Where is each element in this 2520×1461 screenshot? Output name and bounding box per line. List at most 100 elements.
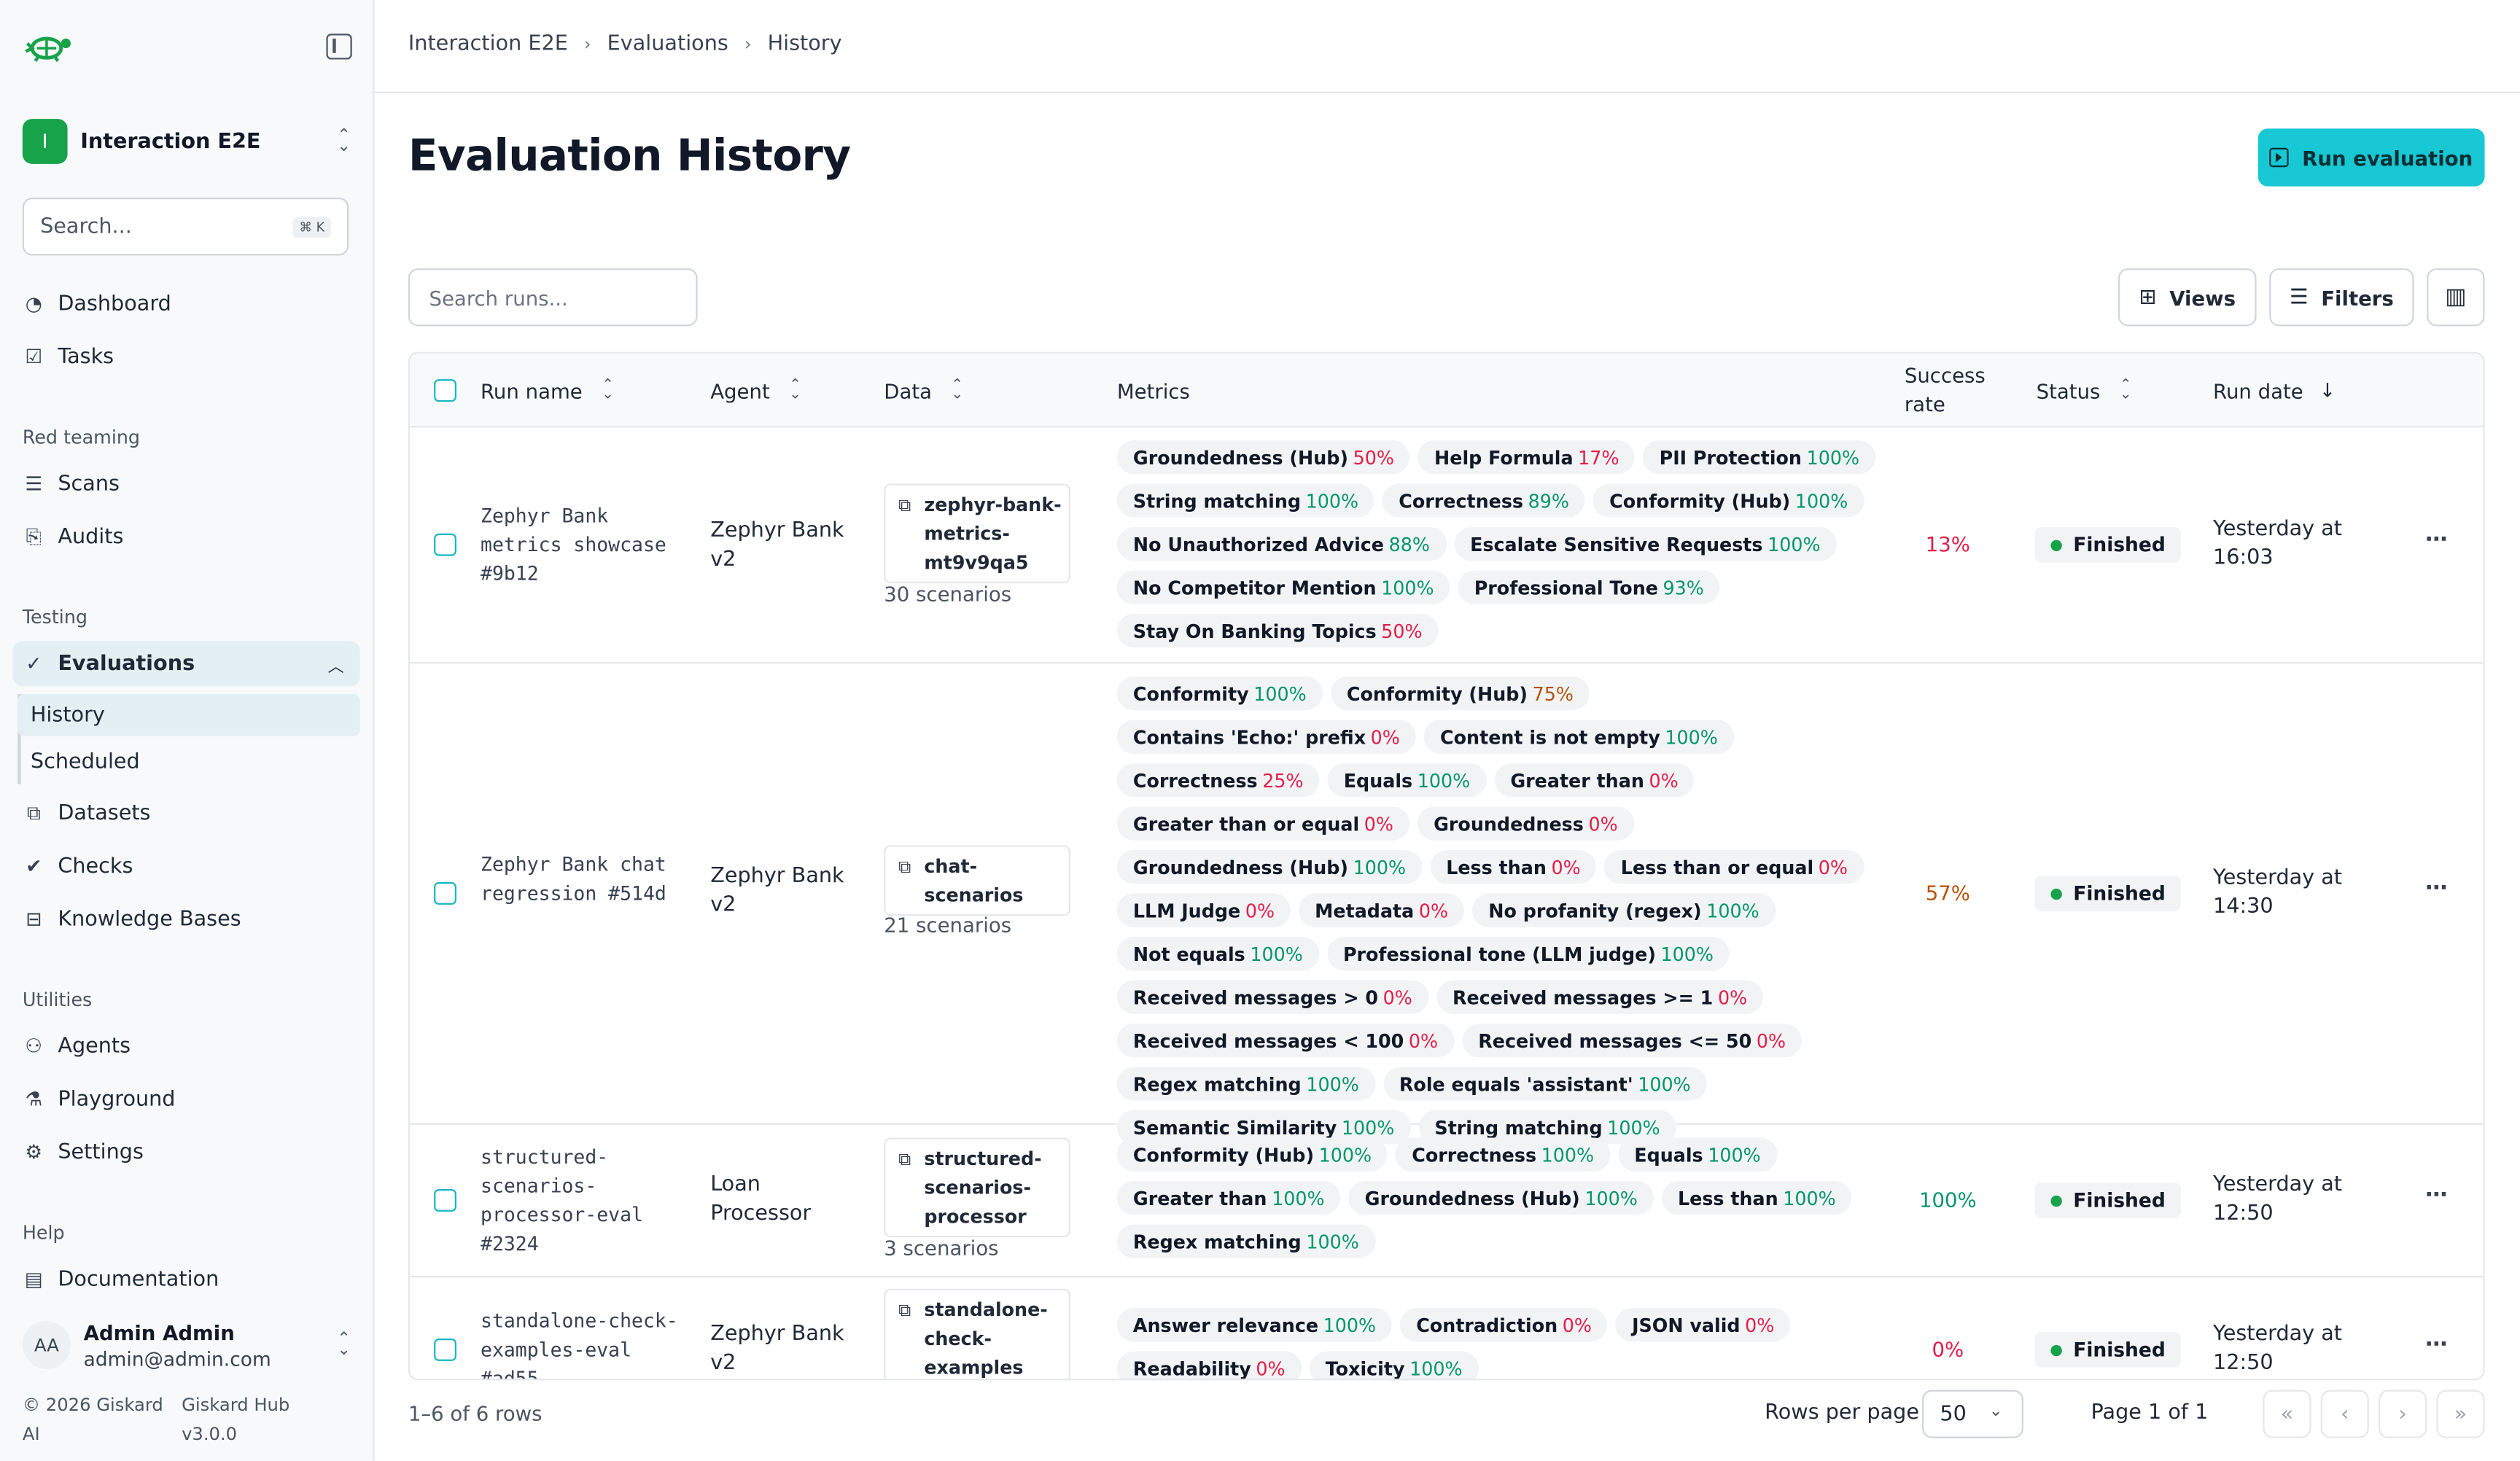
rows-per-page-select[interactable]: 50 ⌄ [1922,1390,2023,1438]
sidebar-search-placeholder: Search... [40,214,132,239]
metric-chip: Answer relevance 100% [1116,1308,1393,1342]
metric-name: String matching [1434,1115,1603,1139]
row-checkbox[interactable] [434,882,456,905]
metric-name: No Competitor Mention [1132,576,1377,599]
run-name[interactable]: standalone-check-examples-eval #ad55 [481,1309,678,1381]
sidebar-collapse-icon[interactable] [326,34,352,60]
metric-chip: Equals 100% [1327,763,1487,798]
sidebar-item-tasks[interactable]: ☑ Tasks [13,334,360,379]
metric-name: Metadata [1315,899,1415,922]
metric-name: Conformity [1132,682,1249,705]
metrics-list: Conformity (Hub) 100% Correctness 100% Equal… [1116,1137,1889,1258]
metrics-list: Answer relevance 100% Contradiction 0% JSON … [1116,1308,1889,1380]
status-dot [2050,1194,2062,1207]
run-evaluation-label: Run evaluation [2302,145,2473,170]
dataset-link[interactable]: ⧉ zephyr-bank-metrics-mt9v9qa5 [884,483,1070,584]
sidebar-item-settings[interactable]: ⚙ Settings [13,1129,360,1174]
metric-value: 100% [1665,725,1718,749]
column-label: Agent [710,378,770,403]
project-switcher[interactable]: I Interaction E2E ⌃ ⌄ [22,117,354,165]
column-header-success-rate[interactable]: Success rate [1905,354,2001,427]
metric-name: Less than [1677,1186,1778,1209]
scan-list-icon: ☰ [25,472,43,495]
row-checkbox[interactable] [434,1189,456,1212]
dataset-icon: ⧉ [898,856,911,878]
sidebar-item-documentation[interactable]: ▤ Documentation [13,1257,360,1302]
scenario-count: 21 scenarios [884,912,1012,937]
run-name[interactable]: structured-scenarios-processor-eval #232… [481,1145,643,1255]
sidebar-item-audits[interactable]: ⎘ Audits [13,514,360,559]
column-header-run-name[interactable]: Run name ⌃ ⌄ [481,354,614,427]
metric-value: 0% [1745,1313,1775,1336]
metric-value: 0% [1562,1313,1592,1336]
column-header-run-date[interactable]: Run date ↓ [2213,354,2336,427]
runs-table: Run name ⌃ ⌄ Agent ⌃ ⌄ Data ⌃ ⌄ Metrics Suc… [408,351,2485,1381]
metric-value: 0% [1818,855,1848,878]
columns-button[interactable]: ▥ [2427,268,2485,327]
metric-chip: Correctness 25% [1116,763,1320,798]
more-options-icon[interactable]: ⋯ [2424,526,2450,553]
page-info: Page 1 of 1 [2091,1400,2209,1426]
run-name[interactable]: Zephyr Bank chat regression #514d [481,853,666,905]
sidebar-search-input[interactable]: Search... ⌘ K [22,198,349,256]
run-name[interactable]: Zephyr Bank metrics showcase #9b12 [481,504,666,585]
table-row[interactable]: standalone-check-examples-eval #ad55 Zep… [410,1277,2483,1381]
row-checkbox[interactable] [434,533,456,556]
metric-value: 100% [1253,682,1307,705]
dataset-link[interactable]: ⧉ standalone-check-examples [884,1288,1070,1379]
sidebar-subitem-history[interactable]: History [18,694,360,736]
metric-value: 0% [1256,1357,1286,1380]
dataset-link[interactable]: ⧉ structured-scenarios-processor [884,1137,1070,1238]
metric-name: No profanity (regex) [1488,899,1702,922]
next-page-button[interactable]: › [2379,1390,2427,1438]
metric-value: 0% [1649,768,1679,792]
metric-value: 0% [1370,725,1400,749]
metric-name: String matching [1132,489,1302,513]
run-evaluation-button[interactable]: Run evaluation [2258,128,2485,187]
column-header-status[interactable]: Status ⌃ ⌄ [2037,354,2132,427]
status-badge: Finished [2034,526,2182,563]
metric-name: Greater than or equal [1132,812,1360,835]
sidebar-item-playground[interactable]: ⚗ Playground [13,1077,360,1122]
breadcrumb-item[interactable]: Evaluations [607,32,728,57]
more-options-icon[interactable]: ⋯ [2424,876,2450,902]
search-runs-input[interactable]: Search runs... [408,268,698,327]
sidebar-item-checks[interactable]: ✔ Checks [13,844,360,889]
sidebar-item-dashboard[interactable]: ◔ Dashboard [13,281,360,327]
giskard-logo-icon[interactable] [23,29,74,64]
user-menu[interactable]: AA Admin Admin admin@admin.com ⌃ ⌄ [22,1314,354,1376]
metric-name: LLM Judge [1132,899,1241,922]
first-page-button[interactable]: « [2263,1390,2311,1438]
sidebar-item-scans[interactable]: ☰ Scans [13,461,360,507]
sidebar-item-label: Tasks [58,344,114,369]
dataset-link[interactable]: ⧉ chat-scenarios [884,845,1070,916]
sidebar-item-agents[interactable]: ⚇ Agents [13,1024,360,1069]
views-button[interactable]: ⊞ Views [2118,268,2257,327]
metric-chip: Greater than 100% [1116,1181,1341,1215]
metric-chip: Groundedness (Hub) 100% [1116,849,1423,884]
metric-name: Conformity (Hub) [1609,489,1791,513]
breadcrumb-item[interactable]: Interaction E2E [408,32,568,57]
column-header-agent[interactable]: Agent ⌃ ⌄ [710,354,801,427]
column-header-data[interactable]: Data ⌃ ⌄ [884,354,963,427]
previous-page-button[interactable]: ‹ [2320,1390,2369,1438]
table-row[interactable]: Zephyr Bank metrics showcase #9b12 Zephy… [410,427,2484,664]
sidebar-item-evaluations[interactable]: ✓ Evaluations ︿ [12,641,360,687]
select-all-checkbox[interactable] [434,379,456,402]
table-row[interactable]: Zephyr Bank chat regression #514d Zephyr… [410,663,2484,1145]
table-row[interactable]: structured-scenarios-processor-eval #232… [410,1125,2484,1278]
last-page-button[interactable]: » [2436,1390,2485,1438]
status-badge: Finished [2034,876,2182,911]
more-options-icon[interactable]: ⋯ [2424,1183,2450,1209]
sidebar-item-datasets[interactable]: ⧉ Datasets [13,790,360,835]
metric-chip: Stay On Banking Topics 50% [1116,613,1439,648]
sidebar-item-knowledge-bases[interactable]: ⊟ Knowledge Bases [13,897,360,942]
filters-button[interactable]: ☰ Filters [2269,268,2414,327]
sidebar-item-label: Playground [58,1087,176,1112]
metric-name: Less than [1446,855,1547,878]
copyright-text: © 2026 Giskard AI [22,1395,163,1445]
more-options-icon[interactable]: ⋯ [2424,1332,2450,1358]
metric-value: 100% [1783,1186,1836,1209]
sidebar-subitem-scheduled[interactable]: Scheduled [30,749,140,774]
row-checkbox[interactable] [434,1339,456,1361]
